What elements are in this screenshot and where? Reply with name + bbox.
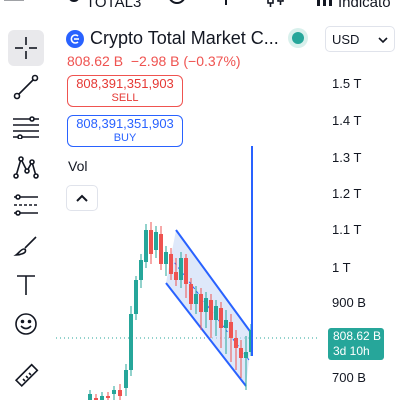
- chevron-up-icon: [76, 189, 88, 207]
- price-tick: 1.5 T: [332, 76, 362, 91]
- search-icon[interactable]: [68, 0, 82, 11]
- sell-price: 808,391,351,903: [76, 76, 174, 91]
- candlestick-chart[interactable]: [56, 18, 320, 400]
- legend-change: −2.98 B (−0.37%): [130, 53, 241, 69]
- price-tick: 700 B: [332, 370, 366, 385]
- candle-body: [204, 298, 208, 312]
- buy-price: 808,391,351,903: [76, 116, 174, 131]
- crosshair-icon: [14, 36, 38, 60]
- candle-body: [169, 254, 173, 274]
- trend-line-icon: [13, 74, 39, 100]
- trend-line-tool[interactable]: [8, 69, 44, 105]
- text-icon: [15, 273, 37, 297]
- candle-body: [144, 230, 148, 262]
- candle-body: [239, 348, 243, 358]
- buy-label: BUY: [113, 132, 137, 144]
- candle-body: [149, 230, 153, 254]
- price-tick: 1.2 T: [332, 186, 362, 201]
- candle-body: [124, 370, 128, 388]
- interval-label[interactable]: [222, 0, 230, 11]
- currency-select[interactable]: USD: [325, 26, 395, 52]
- crypto-coin-icon: [66, 30, 84, 48]
- sell-button[interactable]: 808,391,351,903 SELL: [67, 75, 183, 107]
- candle-body: [209, 300, 213, 320]
- candle-body: [154, 232, 158, 250]
- candle-body: [229, 322, 233, 338]
- candle-body: [112, 390, 116, 394]
- ruler-tool[interactable]: [8, 358, 44, 394]
- legend-price: 808.62 B: [67, 53, 124, 69]
- channel-upper-line: [175, 229, 253, 335]
- emoji-tool[interactable]: [8, 306, 44, 342]
- collapse-legend-button[interactable]: [66, 185, 98, 211]
- candle-body: [244, 352, 248, 358]
- bar-countdown: 3d 10h: [333, 344, 370, 358]
- text-tool[interactable]: [8, 267, 44, 303]
- sell-label: SELL: [111, 92, 139, 104]
- price-axis[interactable]: 1.5 T 1.4 T 1.3 T 1.2 T 1.1 T 1 T 900 B …: [322, 54, 400, 400]
- drawing-toolbar: [0, 18, 52, 400]
- symbol-short[interactable]: TOTAL3: [86, 0, 142, 11]
- candles-icon[interactable]: [266, 0, 288, 11]
- candle-body: [224, 320, 228, 328]
- currency-value: USD: [332, 31, 360, 47]
- price-tick: 1.4 T: [332, 113, 362, 128]
- candle-body: [88, 394, 92, 400]
- price-tick: 1.3 T: [332, 150, 362, 165]
- candle-body: [219, 308, 223, 328]
- candle-body: [94, 398, 98, 400]
- indicators-label[interactable]: Indicato: [338, 0, 391, 11]
- top-bar: TOTAL3 Indicato: [0, 0, 400, 18]
- channel-lower-line: [165, 282, 247, 387]
- candle-body: [118, 390, 122, 396]
- brush-icon: [13, 233, 39, 259]
- price-tick: 900 B: [332, 295, 366, 310]
- last-price-value: 808.62 B: [333, 329, 382, 343]
- compare-icon[interactable]: [168, 0, 186, 11]
- chart-pane[interactable]: [56, 18, 320, 400]
- candle-body: [100, 396, 104, 400]
- price-tick: 1.1 T: [332, 222, 362, 237]
- buy-button[interactable]: 808,391,351,903 BUY: [67, 115, 183, 147]
- last-price-label: 808.62 B 3d 10h: [328, 328, 384, 360]
- candle-body: [214, 306, 218, 320]
- candle-body: [234, 338, 238, 348]
- candle-body: [159, 234, 163, 264]
- indicators-icon[interactable]: [316, 0, 334, 11]
- volume-indicator-label[interactable]: Vol: [68, 158, 88, 174]
- candle-body: [139, 260, 143, 280]
- candle-body: [184, 258, 188, 284]
- fib-retracement-icon: [12, 115, 40, 139]
- fib-tool[interactable]: [8, 109, 44, 145]
- pattern-tool[interactable]: [8, 149, 44, 185]
- crosshair-tool[interactable]: [8, 30, 44, 66]
- candle-body: [106, 396, 110, 398]
- candle-body: [179, 258, 183, 280]
- prediction-tool[interactable]: [8, 188, 44, 224]
- candle-body: [189, 284, 193, 304]
- candle-body: [164, 252, 168, 264]
- candle-body: [194, 294, 198, 304]
- chart-legend[interactable]: Crypto Total Market C...: [62, 26, 312, 54]
- brush-tool[interactable]: [8, 228, 44, 264]
- candle-body: [134, 280, 138, 314]
- ruler-icon: [13, 363, 39, 389]
- prediction-icon: [12, 193, 40, 219]
- hamburger-icon[interactable]: [4, 0, 24, 12]
- candle-body: [199, 294, 203, 312]
- symbol-title[interactable]: Crypto Total Market C...: [90, 28, 279, 48]
- price-tick: 1 T: [332, 260, 351, 275]
- market-status-dot: [292, 32, 304, 44]
- emoji-icon: [13, 311, 39, 337]
- chevron-down-icon: [378, 32, 388, 47]
- pattern-icon: [13, 154, 39, 180]
- candle-body: [129, 314, 133, 370]
- legend-price-change: 808.62 B −2.98 B (−0.37%): [67, 53, 241, 69]
- candle-body: [174, 272, 178, 280]
